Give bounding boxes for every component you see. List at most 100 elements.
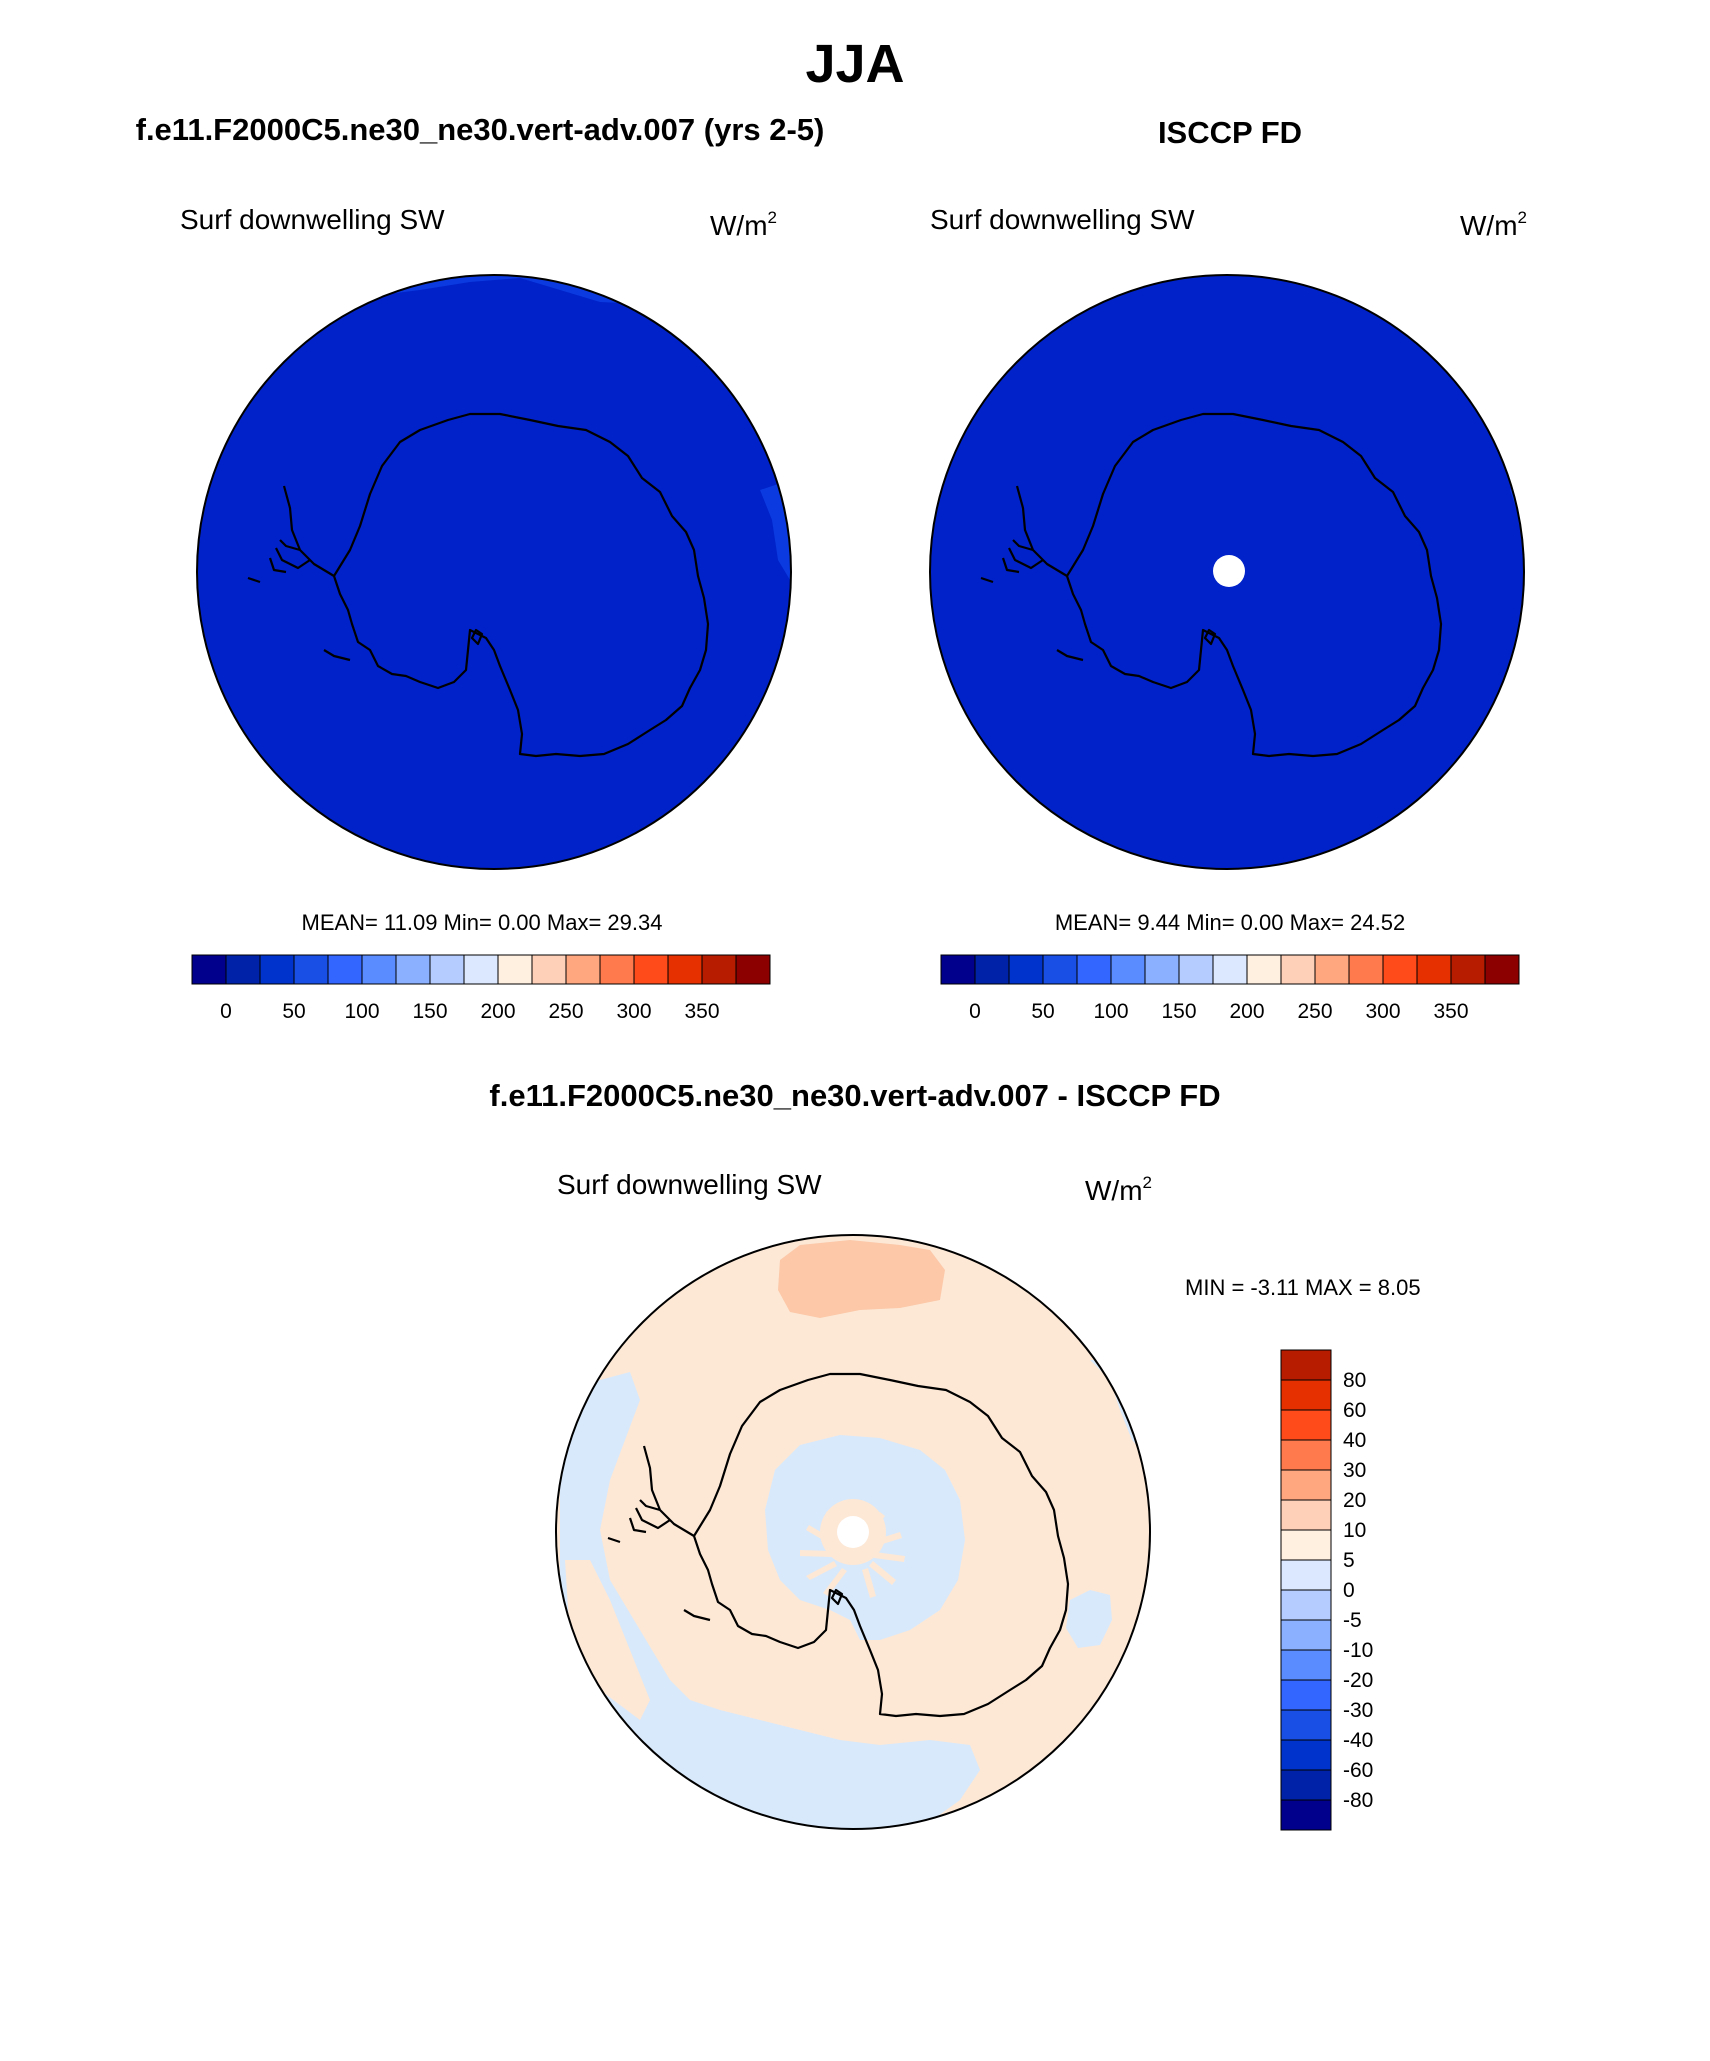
colorbar-box xyxy=(1450,954,1486,985)
colorbar-tick-label: -10 xyxy=(1343,1639,1373,1662)
colorbar-box xyxy=(259,954,295,985)
diff-negative-southwest xyxy=(560,1372,980,1829)
colorbar-box xyxy=(1280,1439,1332,1471)
colorbar-tick-label: 0 xyxy=(220,1000,232,1023)
colorbar-tick-label: 20 xyxy=(1343,1489,1366,1512)
diff-map-boundary xyxy=(555,1234,1151,1830)
colorbar-box xyxy=(1280,1469,1332,1501)
colorbar-box xyxy=(1280,1349,1332,1381)
diff-positive-strip-west xyxy=(565,1560,650,1720)
colorbar-box xyxy=(293,954,329,985)
colorbar-tick-label: 150 xyxy=(412,1000,447,1023)
colorbar-box xyxy=(361,954,397,985)
colorbar-tick-label: 0 xyxy=(969,1000,981,1023)
panel-diff-map xyxy=(556,1235,1150,1829)
diff-negative-east-small xyxy=(1066,1590,1112,1648)
colorbar-box xyxy=(1178,954,1214,985)
panel-diff-variable: Surf downwelling SW xyxy=(557,1169,822,1200)
panel-model-units: W/m2 xyxy=(710,208,777,241)
colorbar-box xyxy=(1246,954,1282,985)
panel-model-variable: Surf downwelling SW xyxy=(180,204,445,235)
colorbar-box xyxy=(1280,1619,1332,1651)
colorbar-tick-label: 150 xyxy=(1161,1000,1196,1023)
colorbar-box xyxy=(1042,954,1078,985)
colorbar-box xyxy=(327,954,363,985)
colorbar-tick-label: 200 xyxy=(480,1000,515,1023)
colorbar-box xyxy=(1008,954,1044,985)
diff-positive-north xyxy=(778,1240,945,1318)
colorbar-tick-label: 100 xyxy=(344,1000,379,1023)
colorbar-tick-label: 60 xyxy=(1343,1399,1366,1422)
colorbar-box xyxy=(940,954,976,985)
colorbar-tick-label: -5 xyxy=(1343,1609,1362,1632)
panel-model-title: f.e11.F2000C5.ne30_ne30.vert-adv.007 (yr… xyxy=(136,112,825,147)
colorbar-box xyxy=(1416,954,1452,985)
panel-obs-variable: Surf downwelling SW xyxy=(930,204,1195,235)
colorbar-box xyxy=(1280,954,1316,985)
panel-diff-title: f.e11.F2000C5.ne30_ne30.vert-adv.007 - I… xyxy=(489,1078,1220,1113)
colorbar-box xyxy=(1348,954,1384,985)
colorbar-tick-label: 250 xyxy=(1297,1000,1332,1023)
colorbar-box xyxy=(974,954,1010,985)
colorbar-box xyxy=(1314,954,1350,985)
colorbar-box xyxy=(1484,954,1520,985)
colorbar-box xyxy=(1280,1769,1332,1801)
colorbar-box xyxy=(735,954,771,985)
colorbar-box xyxy=(429,954,465,985)
obs-colorbar: 0 50 100 150 200 250 300 350 xyxy=(940,954,1520,1023)
panel-diff-units: W/m2 xyxy=(1085,1173,1152,1206)
colorbar-box xyxy=(497,954,533,985)
colorbar-tick-label: 350 xyxy=(1433,1000,1468,1023)
colorbar-tick-label: 200 xyxy=(1229,1000,1264,1023)
colorbar-box xyxy=(1280,1379,1332,1411)
colorbar-box xyxy=(1280,1409,1332,1441)
colorbar-box xyxy=(599,954,635,985)
model-map-boundary xyxy=(196,274,792,870)
obs-map-boundary xyxy=(929,274,1525,870)
model-stats: MEAN= 11.09 Min= 0.00 Max= 29.34 xyxy=(302,910,663,935)
colorbar-box xyxy=(701,954,737,985)
panel-model: f.e11.F2000C5.ne30_ne30.vert-adv.007 (yr… xyxy=(136,112,825,1023)
colorbar-box xyxy=(1280,1709,1332,1741)
colorbar-tick-label: 10 xyxy=(1343,1519,1366,1542)
model-colorbar: 0 50 100 150 200 250 300 350 xyxy=(191,954,771,1023)
colorbar-box xyxy=(1280,1499,1332,1531)
model-patch-west xyxy=(200,395,230,450)
colorbar-tick-label: 30 xyxy=(1343,1459,1366,1482)
colorbar-box xyxy=(667,954,703,985)
colorbar-tick-label: -20 xyxy=(1343,1669,1373,1692)
colorbar-tick-label: 250 xyxy=(548,1000,583,1023)
diff-stats: MIN = -3.11 MAX = 8.05 xyxy=(1185,1275,1421,1300)
colorbar-box xyxy=(531,954,567,985)
model-ocean-field xyxy=(197,275,791,869)
colorbar-box xyxy=(463,954,499,985)
colorbar-box xyxy=(395,954,431,985)
colorbar-box xyxy=(1280,1799,1332,1831)
colorbar-box xyxy=(1280,1589,1332,1621)
colorbar-tick-label: 40 xyxy=(1343,1429,1366,1452)
colorbar-box xyxy=(565,954,601,985)
colorbar-box xyxy=(225,954,261,985)
colorbar-tick-label: 50 xyxy=(1031,1000,1054,1023)
colorbar-tick-label: -30 xyxy=(1343,1699,1373,1722)
colorbar-tick-label: 50 xyxy=(282,1000,305,1023)
colorbar-tick-label: -80 xyxy=(1343,1789,1373,1812)
panel-obs: ISCCP FD Surf downwelling SW W/m2 MEAN= … xyxy=(929,115,1527,1023)
panel-obs-units: W/m2 xyxy=(1460,208,1527,241)
colorbar-box xyxy=(1144,954,1180,985)
colorbar-tick-label: 5 xyxy=(1343,1549,1355,1572)
colorbar-box xyxy=(1110,954,1146,985)
colorbar-box xyxy=(1280,1649,1332,1681)
colorbar-tick-label: 100 xyxy=(1093,1000,1128,1023)
colorbar-tick-label: 350 xyxy=(684,1000,719,1023)
colorbar-box xyxy=(191,954,227,985)
colorbar-box xyxy=(1212,954,1248,985)
obs-stats: MEAN= 9.44 Min= 0.00 Max= 24.52 xyxy=(1055,910,1405,935)
colorbar-box xyxy=(1280,1679,1332,1711)
colorbar-tick-label: 80 xyxy=(1343,1369,1366,1392)
colorbar-box xyxy=(1382,954,1418,985)
obs-missing-pole xyxy=(1213,555,1245,587)
panel-diff: f.e11.F2000C5.ne30_ne30.vert-adv.007 - I… xyxy=(489,1078,1421,1831)
colorbar-tick-label: -40 xyxy=(1343,1729,1373,1752)
